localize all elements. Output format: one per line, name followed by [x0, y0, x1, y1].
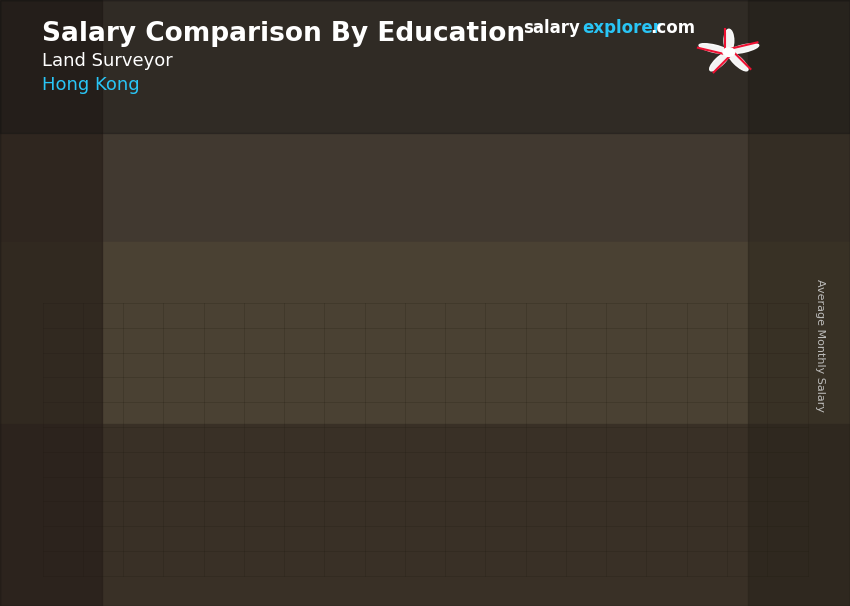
- Polygon shape: [338, 290, 462, 298]
- Polygon shape: [126, 358, 231, 497]
- Bar: [0, 0, 850, 242]
- Circle shape: [723, 48, 734, 56]
- Bar: [0, 0, 850, 133]
- Text: 20,200 HKD: 20,200 HKD: [585, 198, 686, 213]
- Ellipse shape: [710, 52, 729, 71]
- Text: salary: salary: [523, 19, 580, 38]
- Ellipse shape: [728, 52, 748, 71]
- Ellipse shape: [699, 44, 729, 53]
- Polygon shape: [445, 290, 462, 497]
- Text: 14,600 HKD: 14,600 HKD: [341, 262, 441, 278]
- Text: +38%: +38%: [469, 195, 568, 224]
- Polygon shape: [551, 222, 657, 497]
- Bar: [748, 0, 850, 606]
- Text: Land Surveyor: Land Surveyor: [42, 52, 173, 70]
- Bar: [0, 0, 102, 606]
- Polygon shape: [126, 350, 249, 358]
- Text: 10,200 HKD: 10,200 HKD: [14, 335, 115, 350]
- Text: +43%: +43%: [225, 275, 323, 304]
- Polygon shape: [231, 350, 249, 497]
- Text: Hong Kong: Hong Kong: [42, 76, 140, 94]
- Ellipse shape: [724, 29, 734, 52]
- Ellipse shape: [728, 44, 759, 53]
- Polygon shape: [657, 213, 674, 497]
- Text: explorer: explorer: [582, 19, 661, 38]
- Text: Average Monthly Salary: Average Monthly Salary: [815, 279, 825, 412]
- Bar: [0, 424, 850, 606]
- Text: Salary Comparison By Education: Salary Comparison By Education: [42, 21, 525, 47]
- Polygon shape: [551, 213, 674, 222]
- Text: .com: .com: [650, 19, 695, 38]
- Polygon shape: [338, 298, 445, 497]
- Bar: [0, 242, 850, 424]
